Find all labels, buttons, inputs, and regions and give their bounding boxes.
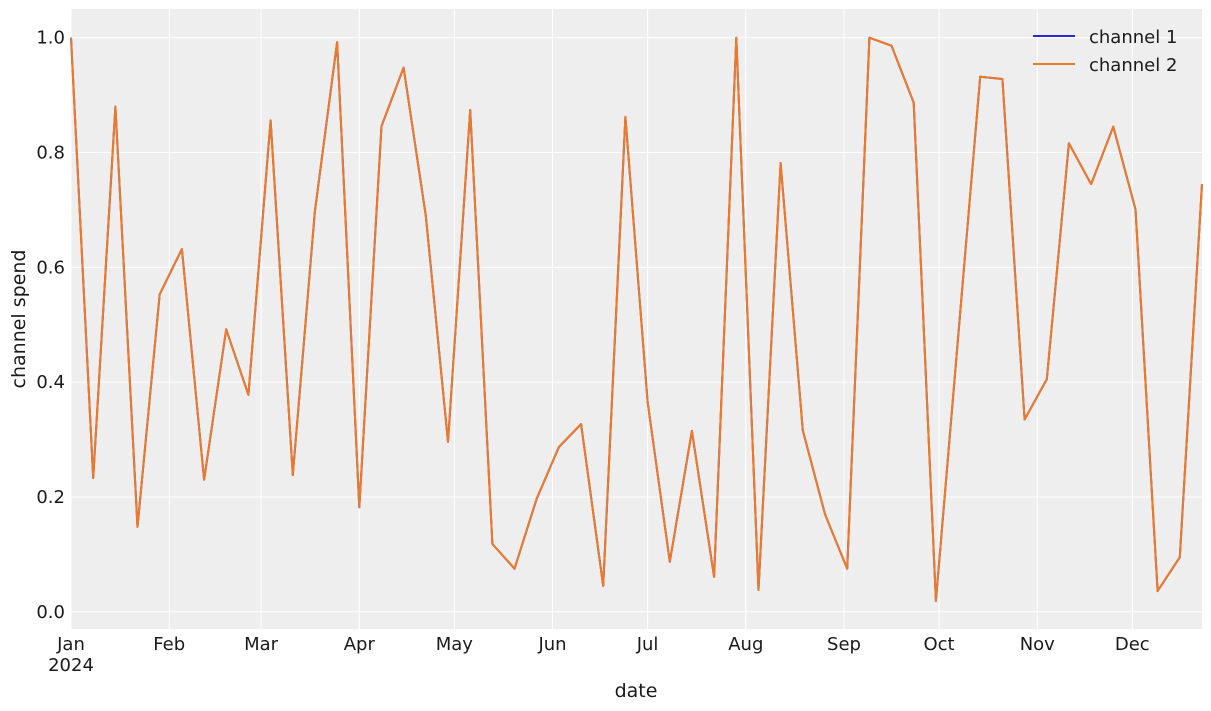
series-lines [70,36,1203,602]
x-tick-label: May [436,634,474,655]
plot-background [71,9,1202,629]
y-tick-label: 0.6 [36,257,65,278]
y-axis-ticks: 0.0 0.2 0.4 0.6 0.8 1.0 [36,28,65,623]
series-line-2 [70,36,1203,602]
x-axis-label: date [615,680,658,702]
x-tick-label: Aug [728,634,763,655]
x-tick-label: Dec [1115,634,1150,655]
x-tick-label: Mar [244,634,279,655]
y-tick-label: 0.2 [36,487,65,508]
y-tick-label: 0.8 [36,143,65,164]
x-tick-label: Nov [1020,634,1055,655]
y-tick-label: 0.0 [36,602,65,623]
grid-lines [70,9,1202,629]
x-tick-label: Jan [56,634,85,655]
x-tick-label: Jul [636,634,659,655]
legend: channel 1 channel 2 [1033,27,1177,76]
x-tick-label: Feb [153,634,185,655]
y-tick-label: 1.0 [36,28,65,49]
x-tick-sublabel: 2024 [48,655,94,676]
x-tick-label: Apr [344,634,376,655]
y-axis-label: channel spend [8,250,30,389]
y-tick-label: 0.4 [36,372,65,393]
legend-label-2: channel 2 [1089,55,1177,76]
x-tick-label: Jun [537,634,566,655]
x-tick-label: Oct [923,634,954,655]
x-tick-label: Sep [827,634,861,655]
legend-label-1: channel 1 [1089,27,1177,48]
